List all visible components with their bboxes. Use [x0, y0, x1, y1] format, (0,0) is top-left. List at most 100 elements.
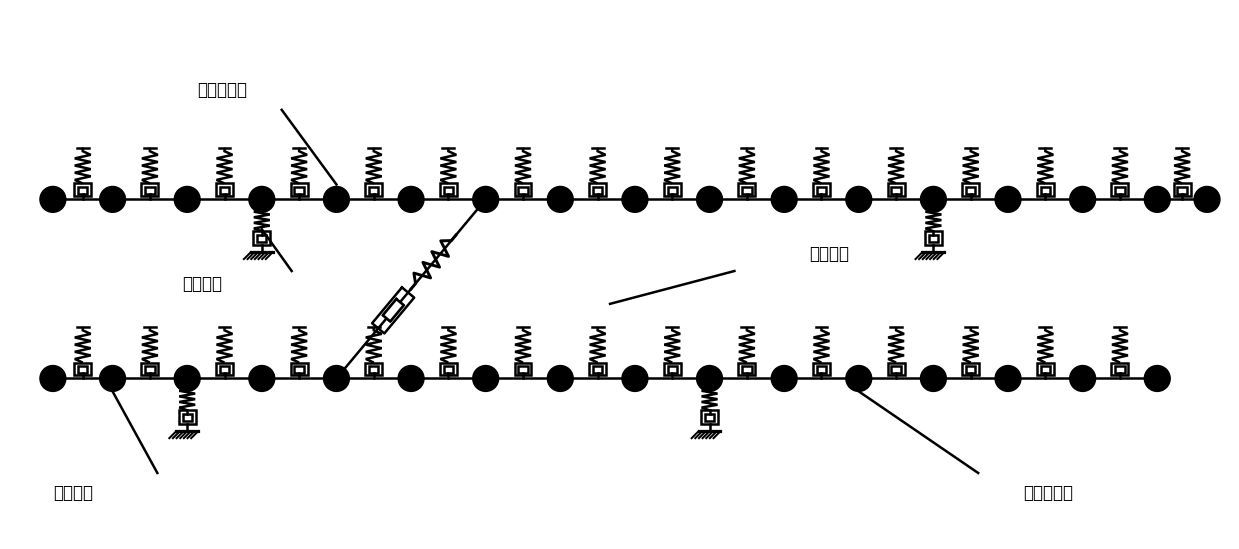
Bar	[219, 187, 229, 194]
Circle shape	[1145, 366, 1170, 391]
Circle shape	[995, 187, 1021, 212]
Bar	[1111, 183, 1129, 197]
Bar	[738, 362, 756, 376]
Bar	[738, 183, 756, 197]
Bar	[74, 362, 92, 376]
Circle shape	[323, 366, 349, 391]
Circle shape	[846, 366, 872, 391]
Bar	[141, 362, 159, 376]
Bar	[145, 366, 155, 373]
Bar	[369, 187, 378, 194]
Bar	[74, 183, 92, 197]
Bar	[366, 362, 382, 376]
Bar	[891, 366, 901, 373]
Circle shape	[175, 366, 201, 391]
Bar	[966, 187, 975, 194]
Bar	[258, 236, 266, 242]
Bar	[1173, 183, 1191, 197]
Bar	[514, 362, 532, 376]
Circle shape	[249, 366, 275, 391]
Bar	[887, 183, 904, 197]
Bar	[590, 362, 606, 376]
Text: 啮合单元: 啮合单元	[809, 245, 849, 263]
Bar	[593, 187, 602, 194]
Bar	[664, 183, 680, 197]
Text: 功率输出点: 功率输出点	[1023, 484, 1073, 502]
Circle shape	[696, 187, 722, 212]
Bar	[216, 362, 233, 376]
Bar	[1115, 366, 1125, 373]
Bar	[966, 366, 975, 373]
Bar	[1037, 362, 1054, 376]
Bar	[219, 366, 229, 373]
Bar	[742, 187, 752, 194]
Bar	[141, 183, 159, 197]
Circle shape	[846, 187, 872, 212]
Circle shape	[771, 366, 797, 391]
Circle shape	[40, 187, 66, 212]
Circle shape	[175, 187, 201, 212]
Bar	[253, 231, 270, 245]
Bar	[291, 183, 307, 197]
Bar	[963, 183, 979, 197]
Bar	[444, 187, 453, 194]
Circle shape	[1069, 187, 1095, 212]
Bar	[178, 410, 196, 424]
Bar	[887, 362, 904, 376]
Circle shape	[40, 366, 66, 391]
Bar	[929, 236, 938, 242]
Circle shape	[398, 187, 424, 212]
Bar	[514, 183, 532, 197]
Circle shape	[398, 366, 424, 391]
Circle shape	[696, 366, 722, 391]
Bar	[813, 362, 830, 376]
Bar	[705, 414, 714, 421]
Circle shape	[473, 187, 498, 212]
Circle shape	[99, 187, 125, 212]
Bar	[1037, 183, 1054, 197]
Bar	[593, 366, 602, 373]
Bar	[291, 362, 307, 376]
Circle shape	[921, 187, 947, 212]
Circle shape	[622, 187, 648, 212]
Bar	[1041, 187, 1049, 194]
Bar	[145, 187, 155, 194]
Bar	[926, 231, 942, 245]
Bar	[1177, 187, 1187, 194]
Bar	[963, 362, 979, 376]
Circle shape	[99, 366, 125, 391]
Bar	[1115, 187, 1125, 194]
Circle shape	[1145, 187, 1170, 212]
Circle shape	[921, 366, 947, 391]
Bar	[444, 366, 453, 373]
Bar	[295, 187, 304, 194]
Bar	[817, 366, 826, 373]
Bar	[590, 183, 606, 197]
Circle shape	[622, 366, 648, 391]
Bar	[891, 187, 901, 194]
Bar	[78, 366, 88, 373]
Circle shape	[473, 366, 498, 391]
Polygon shape	[383, 299, 404, 321]
Bar	[817, 187, 826, 194]
Bar	[813, 183, 830, 197]
Bar	[1041, 366, 1049, 373]
Bar	[668, 187, 676, 194]
Text: 功率输入点: 功率输入点	[197, 81, 247, 99]
Bar	[78, 187, 88, 194]
Bar	[216, 183, 233, 197]
Circle shape	[249, 187, 275, 212]
Circle shape	[771, 187, 797, 212]
Bar	[440, 183, 457, 197]
Circle shape	[1069, 366, 1095, 391]
Bar	[518, 366, 528, 373]
Bar	[440, 362, 457, 376]
Bar	[369, 366, 378, 373]
Bar	[668, 366, 676, 373]
Bar	[366, 183, 382, 197]
Bar	[518, 187, 528, 194]
Circle shape	[995, 366, 1021, 391]
Bar	[182, 414, 192, 421]
Circle shape	[548, 366, 574, 391]
Circle shape	[548, 187, 574, 212]
